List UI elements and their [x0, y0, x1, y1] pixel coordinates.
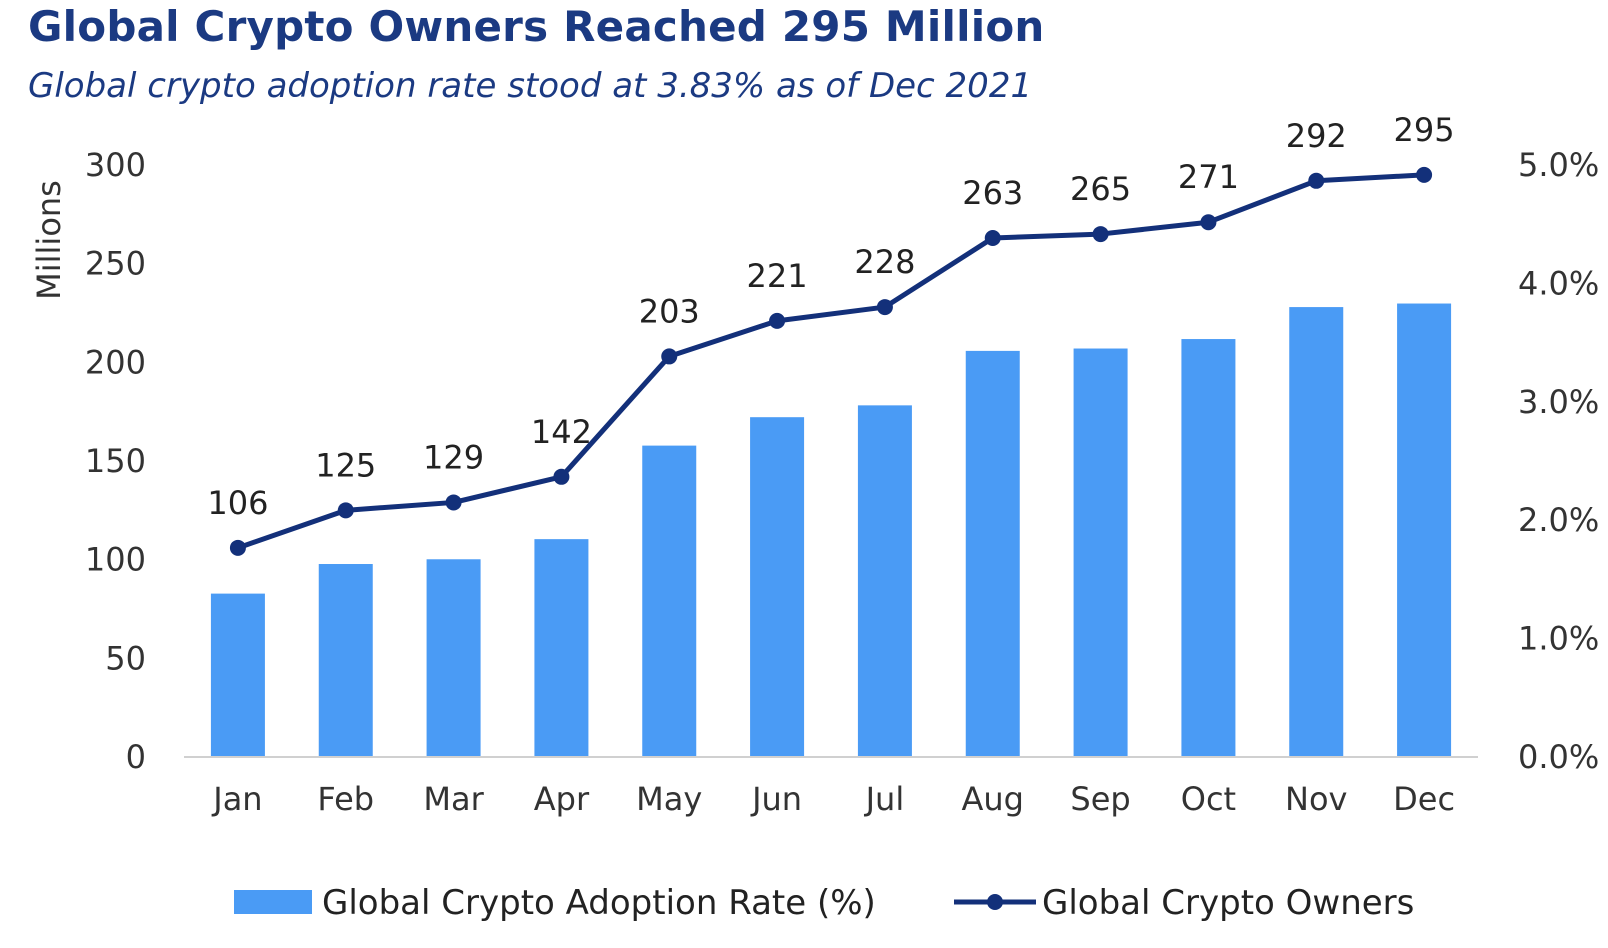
x-tick-label-nov: Nov: [1285, 780, 1347, 818]
owners-data-label-apr: 142: [531, 413, 592, 451]
x-tick-label-apr: Apr: [534, 780, 590, 818]
bar-feb: [318, 564, 373, 757]
x-tick-label-sep: Sep: [1070, 780, 1130, 818]
x-tick-label-jul: Jul: [864, 780, 905, 818]
bar-jan: [210, 593, 265, 757]
chart-subtitle: Global crypto adoption rate stood at 3.8…: [28, 66, 1033, 106]
legend-line-label: Global Crypto Owners: [1042, 883, 1414, 923]
x-tick-label-dec: Dec: [1393, 780, 1455, 818]
x-tick-label-feb: Feb: [317, 780, 374, 818]
owners-data-label-may: 203: [639, 292, 700, 330]
chart-title: Global Crypto Owners Reached 295 Million: [28, 2, 1045, 51]
owners-data-label-sep: 265: [1070, 170, 1131, 208]
owners-point-jan: [229, 539, 246, 556]
y-axis-title: Millions: [30, 180, 68, 300]
left-tick-label: 250: [85, 245, 146, 283]
right-tick-label: 3.0%: [1518, 383, 1599, 421]
bar-jul: [857, 405, 912, 757]
bar-mar: [426, 559, 481, 757]
owners-data-label-jan: 106: [207, 484, 268, 522]
owners-point-mar: [445, 494, 462, 511]
left-tick-label: 300: [85, 146, 146, 184]
owners-data-label-oct: 271: [1178, 158, 1239, 196]
legend-bar-swatch: [234, 890, 312, 914]
owners-data-label-aug: 263: [962, 174, 1023, 212]
right-tick-label: 4.0%: [1518, 264, 1599, 302]
x-tick-label-may: May: [636, 780, 702, 818]
left-tick-label: 200: [85, 343, 146, 381]
owners-data-label-dec: 295: [1394, 111, 1455, 149]
left-tick-label: 100: [85, 541, 146, 579]
bar-sep: [1073, 348, 1128, 757]
bar-jun: [750, 417, 805, 757]
owners-point-oct: [1200, 214, 1217, 231]
owners-point-may: [661, 348, 678, 365]
owners-point-nov: [1308, 172, 1325, 189]
right-tick-label: 5.0%: [1518, 146, 1599, 184]
bar-oct: [1181, 339, 1236, 757]
left-tick-label: 0: [126, 738, 146, 776]
bar-apr: [534, 539, 589, 757]
x-tick-label-jan: Jan: [211, 780, 262, 818]
right-tick-label: 2.0%: [1518, 501, 1599, 539]
owners-data-label-feb: 125: [315, 446, 376, 484]
right-tick-label: 0.0%: [1518, 738, 1599, 776]
owners-point-feb: [337, 502, 354, 519]
x-tick-label-oct: Oct: [1181, 780, 1236, 818]
owners-line: [237, 172, 1425, 551]
bar-may: [642, 445, 697, 757]
owners-data-label-jun: 221: [747, 257, 808, 295]
owners-point-sep: [1092, 226, 1109, 243]
x-tick-label-aug: Aug: [962, 780, 1024, 818]
x-tick-label-jun: Jun: [750, 780, 802, 818]
right-tick-label: 1.0%: [1518, 620, 1599, 658]
owners-point-jul: [876, 299, 893, 316]
bar-dec: [1397, 303, 1452, 757]
x-tick-label-mar: Mar: [423, 780, 484, 818]
owners-point-dec: [1416, 166, 1433, 183]
owners-point-aug: [984, 230, 1001, 247]
owners-point-jun: [769, 312, 786, 329]
owners-point-apr: [553, 468, 570, 485]
legend-line-marker: [987, 894, 1003, 910]
bar-aug: [965, 350, 1020, 757]
legend-bar-label: Global Crypto Adoption Rate (%): [322, 883, 876, 923]
bar-nov: [1289, 307, 1344, 757]
left-tick-label: 150: [85, 442, 146, 480]
owners-data-label-mar: 129: [423, 438, 484, 476]
left-tick-label: 50: [105, 639, 146, 677]
owners-data-label-nov: 292: [1286, 117, 1347, 155]
owners-data-label-jul: 228: [854, 243, 915, 281]
